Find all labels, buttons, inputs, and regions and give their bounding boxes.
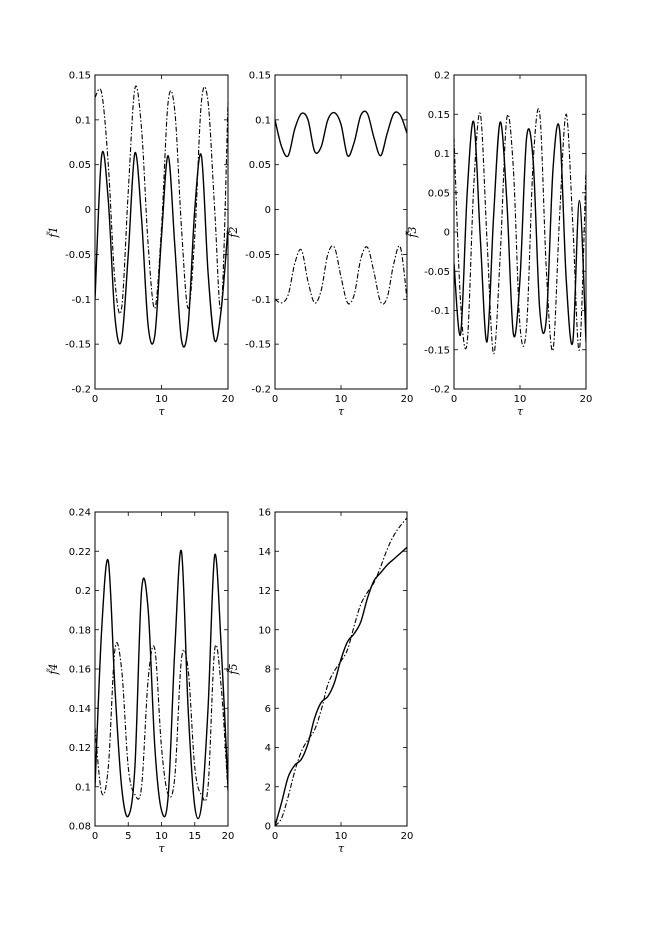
panel-4: 0 5 10 15 20 0.08 0.1 0.12 0.14 0.16 0.18 0.2 0.22 0.… xyxy=(47,508,235,856)
y-tick-label: -0.1 xyxy=(430,306,450,317)
x-axis-label: τ xyxy=(158,405,165,418)
y-tick-label: 0 xyxy=(444,228,450,239)
y-axis-label: f̃3 xyxy=(406,226,419,238)
x-tick-label: 5 xyxy=(125,831,131,842)
y-tick-label: 0 xyxy=(85,205,91,216)
y-tick-label: 0.2 xyxy=(434,71,450,82)
y-tick-label: -0.1 xyxy=(71,295,91,306)
y-tick-label: 0.22 xyxy=(69,547,91,558)
y-tick-label: 14 xyxy=(258,547,271,558)
y-tick-label: 0.16 xyxy=(69,665,91,676)
x-axis-label: τ xyxy=(338,405,345,418)
x-axis-label: τ xyxy=(517,405,524,418)
y-tick-label: 0 xyxy=(265,822,271,833)
axes-frame xyxy=(274,511,408,827)
series-solid-line xyxy=(454,120,586,345)
x-tick-label: 10 xyxy=(514,394,527,405)
series-solid-line xyxy=(275,110,407,158)
y-tick-label: 16 xyxy=(258,508,271,519)
y-tick-label: 0.2 xyxy=(75,586,91,597)
y-tick-label: 0.1 xyxy=(75,115,91,126)
x-tick-label: 0 xyxy=(272,831,278,842)
series-dash-dot-line xyxy=(275,517,407,826)
y-tick-label: 0.1 xyxy=(75,782,91,793)
x-axis-label: τ xyxy=(158,842,165,855)
series-dash-dot-line xyxy=(454,108,586,355)
x-tick-label: 0 xyxy=(92,831,98,842)
y-tick-label: 0.24 xyxy=(69,508,91,519)
y-tick-label: 0.08 xyxy=(69,822,91,833)
panel-1: 0 10 20 -0.2 -0.15 -0.1 -0.05 0 0.05 0.1 0.15 τ f̃1 xyxy=(47,71,235,419)
panel-2: 0 10 20 -0.2 -0.15 -0.1 -0.05 0 0.05 0.1 0.15 τ f̃2 xyxy=(227,71,414,419)
y-tick-label: 0.15 xyxy=(249,71,271,82)
y-tick-label: -0.15 xyxy=(65,340,91,351)
x-tick-label: 0 xyxy=(451,394,457,405)
y-tick-label: -0.05 xyxy=(424,267,450,278)
y-tick-label: 0.05 xyxy=(249,160,271,171)
panel-5: 0 10 20 0 2 4 6 8 10 12 14 16 τ f̃5 xyxy=(227,508,414,856)
y-tick-label: 0.05 xyxy=(69,160,91,171)
y-tick-label: 0.1 xyxy=(255,115,271,126)
x-tick-label: 20 xyxy=(222,831,235,842)
series-solid-line xyxy=(95,150,228,348)
y-tick-label: 0 xyxy=(265,205,271,216)
y-tick-label: -0.1 xyxy=(251,295,271,306)
y-tick-label: 10 xyxy=(258,625,271,636)
x-tick-label: 10 xyxy=(155,831,168,842)
x-tick-label: 20 xyxy=(580,394,593,405)
y-tick-label: 4 xyxy=(265,743,271,754)
y-tick-label: -0.05 xyxy=(65,250,91,261)
y-tick-label: 0.18 xyxy=(69,625,91,636)
x-tick-label: 0 xyxy=(272,394,278,405)
y-tick-label: -0.2 xyxy=(251,385,271,396)
y-axis-label: f̃5 xyxy=(227,663,240,675)
y-tick-label: -0.2 xyxy=(71,385,91,396)
series-dash-dot-line xyxy=(275,245,407,305)
series-dash-dot-line xyxy=(95,642,228,802)
x-tick-label: 20 xyxy=(401,831,414,842)
x-tick-label: 10 xyxy=(335,831,348,842)
y-tick-label: -0.05 xyxy=(245,250,271,261)
x-tick-label: 10 xyxy=(335,394,348,405)
y-tick-label: -0.15 xyxy=(424,345,450,356)
x-tick-label: 20 xyxy=(222,394,235,405)
x-tick-label: 10 xyxy=(155,394,168,405)
series-dash-dot-line xyxy=(95,85,228,315)
y-tick-label: 0.14 xyxy=(69,704,91,715)
y-tick-label: 0.15 xyxy=(69,71,91,82)
x-axis-label: τ xyxy=(338,842,345,855)
y-tick-label: 0.15 xyxy=(428,110,450,121)
series-solid-line xyxy=(95,549,228,820)
x-tick-label: 15 xyxy=(188,831,201,842)
y-tick-label: 12 xyxy=(258,586,271,597)
y-tick-label: -0.2 xyxy=(430,385,450,396)
axes-frame xyxy=(94,511,229,827)
y-tick-label: 6 xyxy=(265,704,271,715)
x-tick-label: 0 xyxy=(92,394,98,405)
y-axis-label: f̃1 xyxy=(47,226,60,238)
y-axis-label: f̃4 xyxy=(47,663,60,675)
y-tick-label: 0.1 xyxy=(434,149,450,160)
y-tick-label: 2 xyxy=(265,782,271,793)
y-tick-label: -0.15 xyxy=(245,340,271,351)
y-tick-label: 0.12 xyxy=(69,743,91,754)
y-axis-label: f̃2 xyxy=(227,226,240,238)
x-tick-label: 20 xyxy=(401,394,414,405)
panel-3: 0 10 20 -0.2 -0.15 -0.1 -0.05 0 0.05 0.1 0.15 0.2 τ f… xyxy=(406,71,593,419)
series-solid-line xyxy=(275,546,407,826)
y-tick-label: 0.05 xyxy=(428,188,450,199)
y-tick-label: 8 xyxy=(265,665,271,676)
